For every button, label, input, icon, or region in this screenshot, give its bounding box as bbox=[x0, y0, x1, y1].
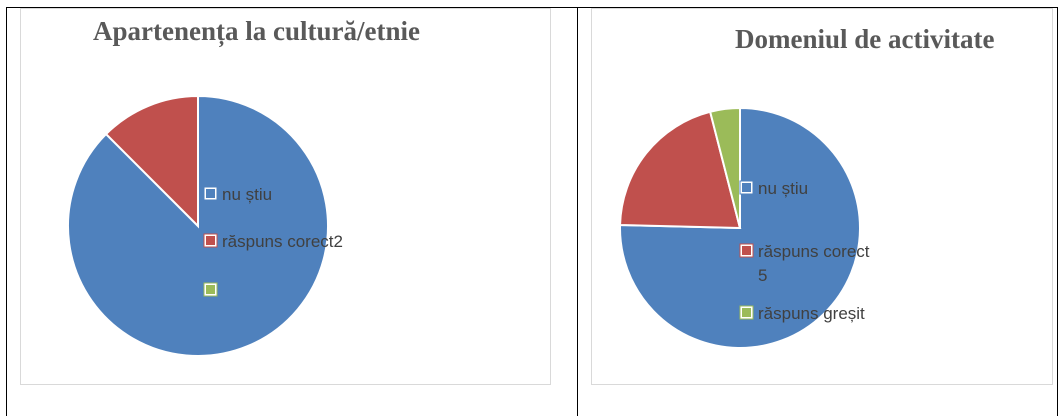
table-right-border bbox=[1057, 7, 1058, 416]
pie-slice-0-0 bbox=[67, 94, 329, 357]
pie-slice-0-1 bbox=[104, 94, 199, 229]
chart-title-right: Domeniul de activitate bbox=[735, 24, 995, 54]
legend-swatch-0-2 bbox=[204, 283, 217, 296]
pie-slice-1-1 bbox=[619, 110, 742, 230]
legend-label-1-0: nu știu bbox=[758, 179, 808, 198]
legend-swatch-border-0-1 bbox=[203, 233, 218, 248]
pie-slice-1-2 bbox=[708, 106, 741, 229]
legend-label-0-1: răspuns corect2 bbox=[222, 232, 343, 251]
legend-swatch-border-1-2 bbox=[739, 305, 754, 320]
legend-swatch-1-1 bbox=[740, 244, 753, 257]
legend-swatch-1-2 bbox=[740, 306, 753, 319]
legend-label-1-1: răspuns corect bbox=[758, 242, 870, 261]
legend-label-1-2: răspuns greșit bbox=[758, 304, 865, 323]
table-left-border bbox=[6, 7, 7, 416]
chart-title-left: Apartenența la cultură/etnie bbox=[93, 16, 420, 46]
legend-label-cont-1-1: 5 bbox=[758, 266, 767, 285]
legend-swatch-border-0-0 bbox=[203, 186, 218, 201]
legend-swatch-border-1-0 bbox=[739, 180, 754, 195]
legend-swatch-border-1-1 bbox=[739, 243, 754, 258]
legend-swatch-0-0 bbox=[204, 187, 217, 200]
table-middle-divider bbox=[577, 7, 578, 416]
legend-swatch-border-0-2 bbox=[203, 282, 218, 297]
table-top-border bbox=[6, 7, 1058, 8]
legend-swatch-0-1 bbox=[204, 234, 217, 247]
legend-swatch-1-0 bbox=[740, 181, 753, 194]
legend-label-0-0: nu știu bbox=[222, 185, 272, 204]
